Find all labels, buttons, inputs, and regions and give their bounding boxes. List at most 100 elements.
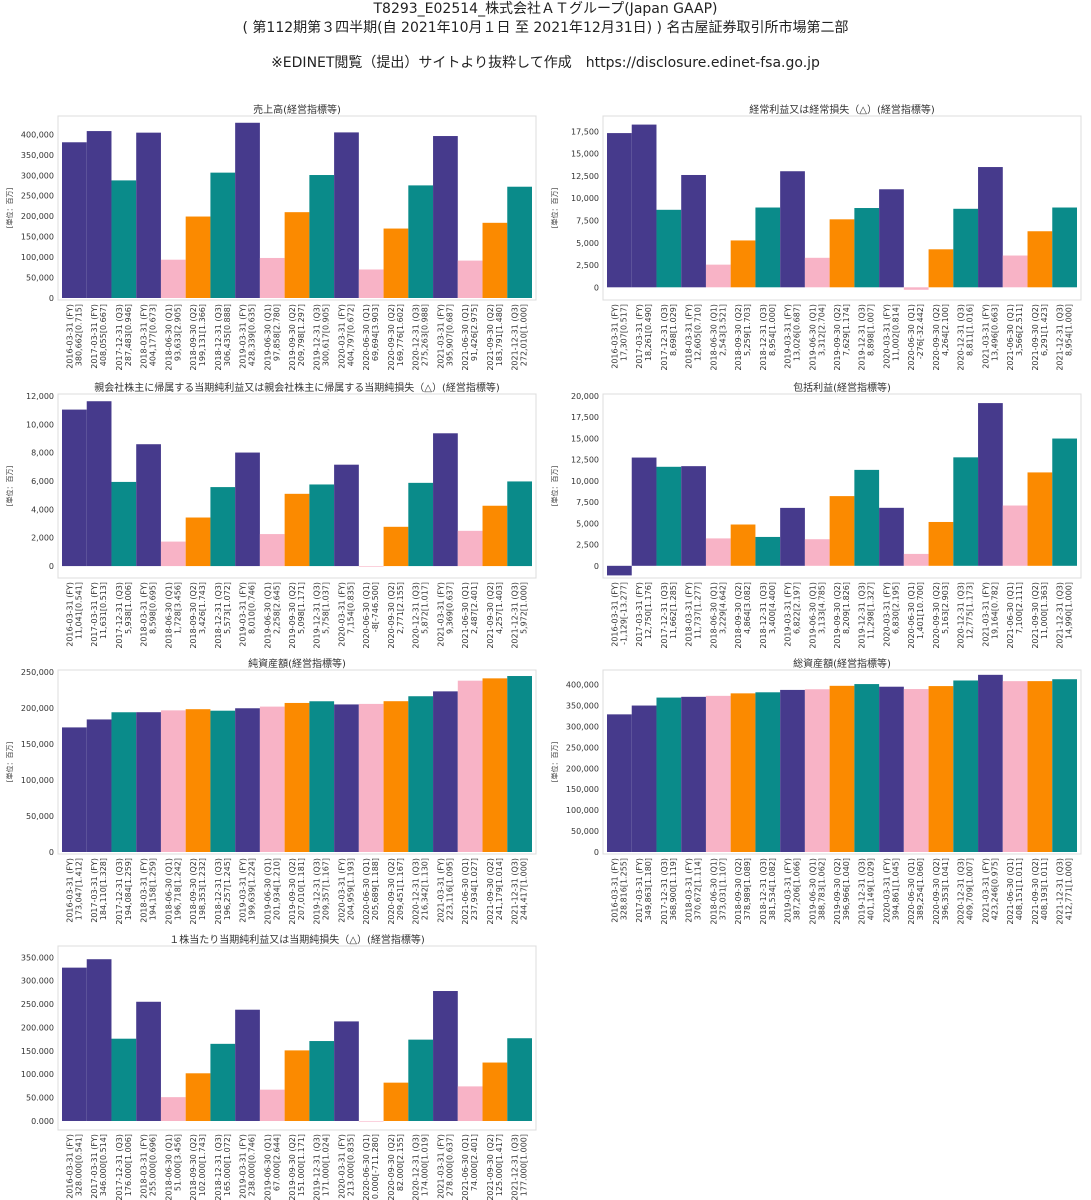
value-label: 19,164[0.782]: [990, 582, 999, 639]
y-tick-label: 10,000: [571, 194, 599, 203]
x-tick-label: 2019-09-30 (Q2): [833, 858, 842, 925]
value-label: 408,151[1.011]: [1015, 858, 1024, 920]
x-tick-label: 2019-03-31 (FY): [239, 1134, 248, 1199]
bar: [457, 260, 483, 298]
x-tick-label: 2019-12-31 (Q3): [313, 304, 322, 371]
value-label: 241,179[1.014]: [495, 858, 504, 920]
bar: [631, 705, 657, 852]
y-tick-label: 20,000: [571, 392, 599, 401]
y-tick-label: 150,000: [566, 785, 599, 794]
y-tick-label: 5,000: [576, 519, 599, 528]
x-tick-label: 2018-03-31 (FY): [140, 1134, 149, 1199]
y-tick-label: 50,000: [26, 274, 54, 283]
x-tick-label: 2021-03-31 (FY): [981, 582, 990, 647]
bar: [804, 539, 830, 566]
value-label: 8,010[0.746]: [248, 582, 257, 634]
bar: [1052, 679, 1077, 852]
x-tick-label: 2016-03-31 (FY): [65, 858, 74, 923]
bar: [507, 1038, 532, 1121]
bar: [309, 484, 335, 567]
bar: [210, 172, 236, 298]
x-tick-label: 2019-12-31 (Q3): [858, 304, 867, 371]
bar: [62, 727, 87, 852]
bar: [160, 1097, 186, 1121]
y-tick-label: 0: [49, 848, 54, 857]
y-tick-label: 7,500: [576, 216, 599, 225]
x-tick-label: 2021-09-30 (Q2): [1031, 858, 1040, 925]
bar: [383, 701, 409, 852]
plot-frame: [602, 393, 1082, 579]
plot-frame: [602, 669, 1082, 855]
x-tick-label: 2016-03-31 (FY): [610, 858, 619, 923]
chart-svg: 純資産額(経営指標等) 0 50,000 100,000 150,000 200,000 2…: [5, 657, 537, 925]
value-label: 196,718[1.242]: [173, 858, 182, 920]
bar: [607, 133, 632, 288]
bar: [334, 704, 359, 852]
bar: [433, 691, 458, 852]
x-tick-label: 2018-06-30 (Q1): [164, 582, 173, 649]
bar: [160, 710, 186, 852]
x-tick-label: 2018-09-30 (Q2): [734, 582, 743, 649]
bar: [259, 1089, 285, 1121]
x-tick-label: 2019-03-31 (FY): [239, 858, 248, 923]
x-tick-label: 2019-03-31 (FY): [239, 582, 248, 647]
bar: [358, 566, 384, 567]
bar: [656, 209, 682, 288]
value-label: 394,861[1.045]: [891, 858, 900, 920]
x-tick-label: 2019-09-30 (Q2): [288, 1134, 297, 1200]
y-tick-label: 350,000: [566, 701, 599, 710]
chart-svg: 親会社株主に帰属する当期純利益又は親会社株主に帰属する当期純損失（△）(経営指標…: [5, 381, 537, 649]
x-tick-label: 2019-06-30 (Q1): [263, 582, 272, 649]
x-tick-label: 2017-12-31 (Q3): [115, 582, 124, 649]
x-tick-label: 2021-12-31 (Q3): [511, 1134, 520, 1200]
value-label: 373,031[1.107]: [718, 858, 727, 920]
value-label: 409,709[1.007]: [966, 858, 975, 920]
bar: [259, 534, 285, 567]
x-tick-label: 2019-12-31 (Q3): [313, 582, 322, 649]
bar: [235, 708, 260, 852]
x-tick-label: 2017-12-31 (Q3): [115, 1134, 124, 1200]
value-label: 7,100[2.111]: [1015, 582, 1024, 634]
value-label: 3,312[2.704]: [817, 304, 826, 356]
chart-title: 経常利益又は経常損失（△）(経営指標等): [749, 103, 935, 116]
bar: [829, 496, 855, 566]
value-label: 5,098[1.171]: [297, 582, 306, 634]
value-label: 4,257[1.403]: [495, 582, 504, 634]
y-tick-label: 200,000: [566, 764, 599, 773]
x-tick-label: 2016-03-31 (FY): [65, 304, 74, 369]
y-tick-label: 100.000: [21, 1070, 54, 1079]
bar: [829, 685, 855, 852]
value-label: 5,573[1.072]: [223, 582, 232, 634]
x-tick-label: 2021-12-31 (Q3): [1056, 582, 1065, 649]
y-tick-label: 100,000: [21, 776, 54, 785]
chart-svg: 総資産額(経営指標等) 0 50,000 100,000 150,000 200,000 2…: [550, 657, 1082, 925]
value-label: 8,954[1.000]: [1065, 304, 1074, 356]
bar: [1052, 207, 1077, 288]
x-tick-label: 2021-09-30 (Q2): [486, 582, 495, 649]
value-label: 328,816[1.255]: [619, 858, 628, 920]
value-label: 11,041[0.541]: [74, 582, 83, 639]
bar: [309, 1041, 335, 1121]
bar: [978, 167, 1003, 288]
x-tick-label: 2018-09-30 (Q2): [189, 858, 198, 925]
chart-net-assets: 純資産額(経営指標等) 0 50,000 100,000 150,000 200,000 2…: [0, 656, 545, 925]
report-title: T8293_E02514_株式会社ＡＴグループ(Japan GAAP): [373, 1, 718, 17]
value-label: 173,047[1.412]: [74, 858, 83, 920]
bar: [854, 469, 880, 566]
y-tick-label: 100,000: [566, 806, 599, 815]
y-tick-label: 50,000: [26, 812, 54, 821]
value-label: 11,298[1.327]: [867, 582, 876, 639]
x-tick-label: 2018-09-30 (Q2): [734, 858, 743, 925]
bar: [210, 710, 236, 852]
value-label: 183,791[1.480]: [495, 304, 504, 366]
bar: [1002, 255, 1028, 288]
bar: [854, 684, 880, 852]
value-label: 2,487[2.401]: [470, 582, 479, 634]
y-tick-label: 200,000: [21, 212, 54, 221]
y-tick-label: 6,000: [31, 477, 54, 486]
x-tick-label: 2019-06-30 (Q1): [263, 304, 272, 371]
y-tick-label: 12,000: [26, 392, 54, 401]
value-label: 396,353[1.041]: [941, 858, 950, 920]
x-tick-label: 2020-03-31 (FY): [882, 858, 891, 923]
value-label: 7,154[0.835]: [346, 582, 355, 634]
